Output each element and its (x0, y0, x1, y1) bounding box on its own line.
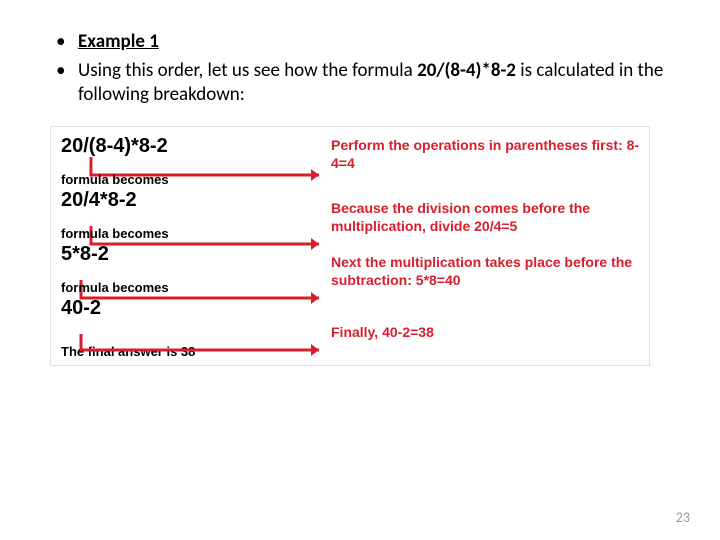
step-4-formula: 40-2 (61, 297, 639, 320)
step-1-explain: Perform the operations in parentheses fi… (331, 137, 641, 172)
step-2-becomes: formula becomes (61, 172, 639, 187)
intro-formula: 20/(8-4)*8-2 (417, 59, 516, 82)
bullet-list: Example 1 Using this order, let us see h… (50, 30, 670, 108)
bullet-intro: Using this order, let us see how the for… (50, 59, 670, 108)
step-4: formula becomes 40-2 Finally, 40-2=38 (61, 280, 639, 320)
breakdown-diagram: 20/(8-4)*8-2 Perform the operations in p… (50, 126, 650, 366)
step-3-becomes: formula becomes (61, 226, 639, 241)
step-2: formula becomes 20/4*8-2 Because the div… (61, 172, 639, 212)
step-4-explain: Finally, 40-2=38 (331, 324, 641, 342)
step-3: formula becomes 5*8-2 Next the multiplic… (61, 226, 639, 266)
page-number: 23 (676, 509, 690, 526)
step-4-becomes: formula becomes (61, 280, 639, 295)
example-title: Example 1 (78, 30, 159, 53)
step-4-arrow-icon (81, 334, 331, 362)
step-1: 20/(8-4)*8-2 Perform the operations in p… (61, 135, 639, 158)
intro-pre: Using this order, let us see how the for… (78, 59, 417, 82)
bullet-example-title: Example 1 (50, 30, 670, 55)
